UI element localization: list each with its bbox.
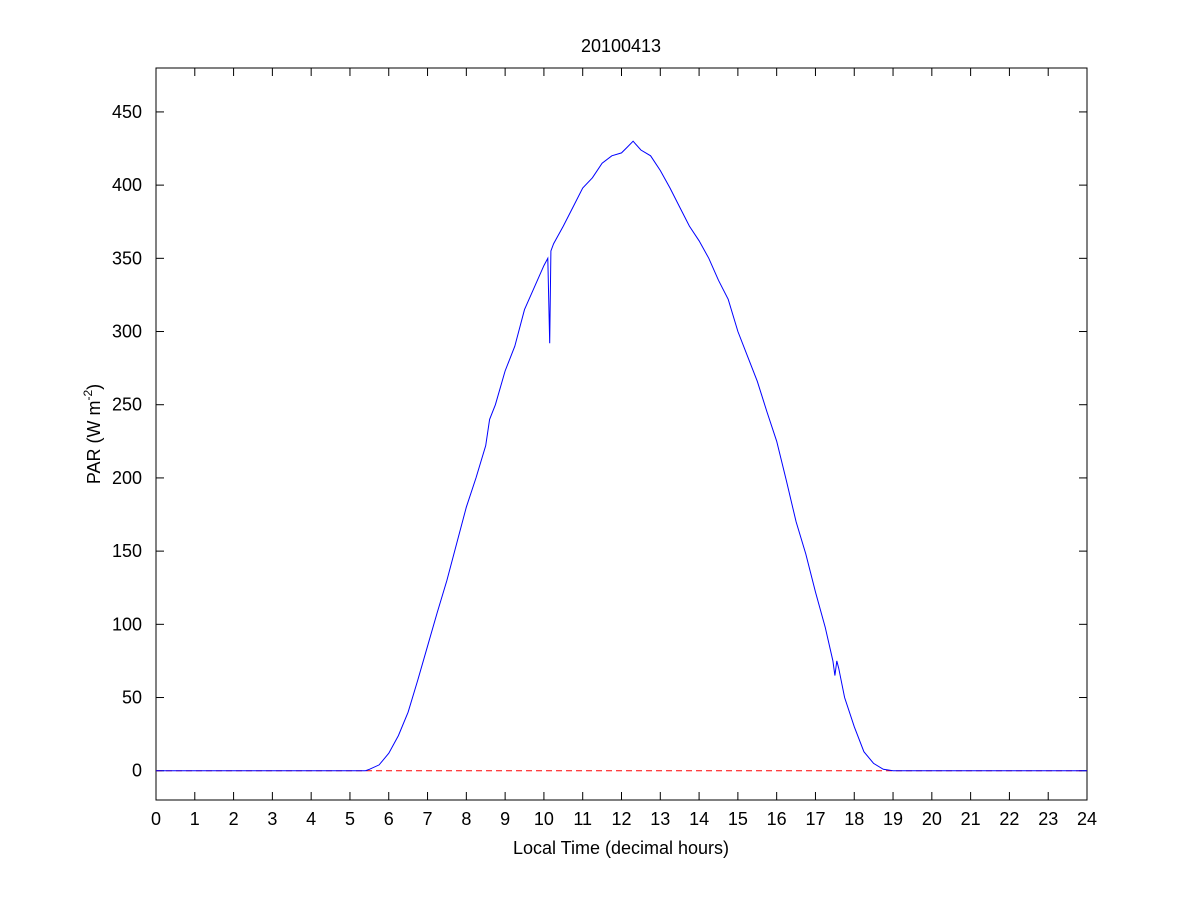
- x-tick-label: 11: [573, 809, 592, 829]
- x-axis-label: Local Time (decimal hours): [513, 838, 729, 858]
- y-tick-label: 350: [112, 248, 142, 268]
- x-tick-label: 6: [384, 809, 394, 829]
- y-tick-label: 200: [112, 468, 142, 488]
- y-tick-label: 400: [112, 175, 142, 195]
- x-tick-label: 18: [844, 809, 864, 829]
- chart-title: 20100413: [581, 36, 661, 56]
- y-axis-label: PAR (W m-2): [81, 384, 104, 484]
- x-tick-label: 1: [190, 809, 200, 829]
- x-tick-label: 5: [345, 809, 355, 829]
- x-tick-label: 14: [689, 809, 709, 829]
- x-tick-label: 12: [611, 809, 631, 829]
- x-tick-label: 10: [534, 809, 554, 829]
- x-tick-label: 13: [650, 809, 670, 829]
- par-series-line: [156, 140, 1087, 772]
- plot-area: [155, 67, 1088, 801]
- x-tick-label: 16: [767, 809, 787, 829]
- y-tick-label: 50: [122, 688, 142, 708]
- y-tick-label: 150: [112, 541, 142, 561]
- y-tick-label: 300: [112, 322, 142, 342]
- x-tick-label: 7: [423, 809, 433, 829]
- y-tick-label: 450: [112, 102, 142, 122]
- x-tick-label: 9: [500, 809, 510, 829]
- x-tick-label: 0: [151, 809, 161, 829]
- x-tick-label: 15: [728, 809, 748, 829]
- x-tick-label: 24: [1077, 809, 1097, 829]
- x-tick-label: 23: [1038, 809, 1058, 829]
- y-tick-label: 100: [112, 614, 142, 634]
- y-tick-label: 250: [112, 395, 142, 415]
- x-tick-label: 20: [922, 809, 942, 829]
- y-tick-label: 0: [132, 761, 142, 781]
- x-tick-label: 22: [999, 809, 1019, 829]
- x-tick-label: 21: [961, 809, 981, 829]
- x-tick-label: 4: [306, 809, 316, 829]
- x-tick-label: 2: [229, 809, 239, 829]
- x-tick-label: 19: [883, 809, 903, 829]
- x-tick-label: 17: [805, 809, 825, 829]
- x-tick-label: 8: [461, 809, 471, 829]
- x-tick-label: 3: [267, 809, 277, 829]
